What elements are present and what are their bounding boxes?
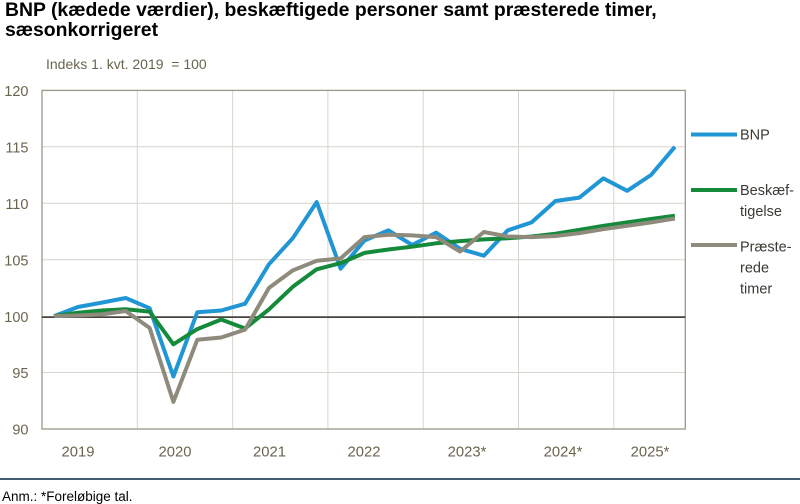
svg-text:2019: 2019 xyxy=(62,445,95,461)
svg-text:105: 105 xyxy=(4,253,28,269)
svg-text:2024*: 2024* xyxy=(544,445,583,461)
svg-text:90: 90 xyxy=(12,423,28,439)
svg-text:BNP: BNP xyxy=(740,128,770,144)
svg-text:Beskæf-: Beskæf- xyxy=(740,183,794,199)
svg-text:100: 100 xyxy=(4,310,28,326)
svg-text:2022: 2022 xyxy=(348,445,381,461)
svg-text:Præste-: Præste- xyxy=(740,240,792,256)
svg-text:rede: rede xyxy=(740,261,769,277)
svg-text:120: 120 xyxy=(4,84,28,100)
svg-text:95: 95 xyxy=(12,366,28,382)
svg-text:2025*: 2025* xyxy=(631,445,670,461)
svg-text:2020: 2020 xyxy=(159,445,192,461)
svg-text:tigelse: tigelse xyxy=(740,204,782,220)
svg-text:110: 110 xyxy=(5,197,28,213)
svg-text:115: 115 xyxy=(5,140,28,156)
svg-text:timer: timer xyxy=(740,282,772,298)
svg-text:2021: 2021 xyxy=(253,445,286,461)
svg-text:2023*: 2023* xyxy=(448,445,487,461)
